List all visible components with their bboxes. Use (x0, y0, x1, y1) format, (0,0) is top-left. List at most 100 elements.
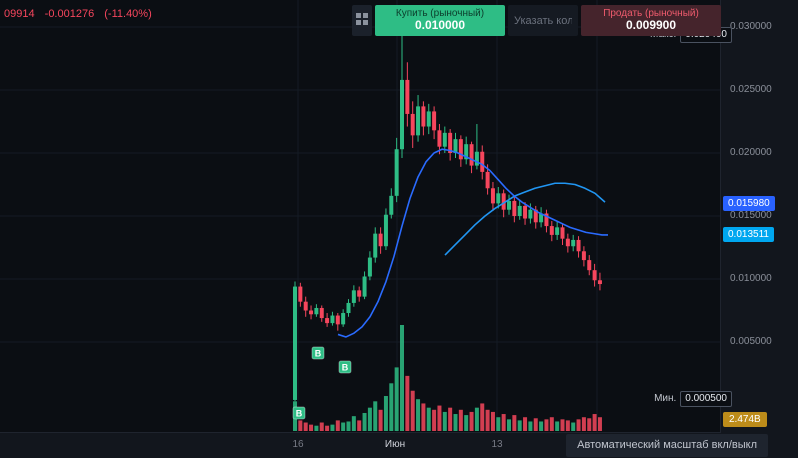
buy-marker-label: B (315, 349, 322, 359)
candle-body (373, 233, 378, 258)
candle-body (576, 239, 581, 252)
candle-body (512, 200, 517, 216)
volume-bar (421, 403, 426, 431)
volume-bar (314, 425, 319, 431)
ticker-change-pct: (-11.40%) (104, 8, 152, 20)
volume-bar (437, 405, 442, 431)
amount-input[interactable] (508, 5, 578, 36)
candle-body (330, 315, 335, 324)
price-tick-label: 0.025000 (730, 84, 772, 95)
time-tick-label: 13 (491, 439, 503, 450)
candle-body (335, 315, 340, 325)
ticker-price: 09914 (4, 8, 35, 20)
volume-bar (565, 420, 570, 431)
min-price-label: Мин. (654, 393, 677, 405)
volume-bar (464, 415, 469, 431)
candle-body (523, 205, 528, 219)
volume-bar (453, 414, 458, 431)
ma-slow-line (444, 182, 606, 256)
ma-value-badge: 0.015980 (723, 195, 775, 211)
buy-button-label: Купить (рыночный) (395, 7, 485, 19)
volume-bar (501, 414, 506, 431)
sell-button-price: 0.009900 (625, 18, 677, 33)
candle-body (544, 213, 549, 227)
volume-bar (523, 417, 528, 431)
price-tick-label: 0.010000 (730, 273, 772, 284)
volume-bar (319, 422, 324, 431)
volume-bar (480, 403, 485, 431)
volume-bar (325, 425, 330, 431)
candle-body (346, 302, 351, 314)
candle-body (539, 213, 544, 223)
buy-marker-label: B (296, 409, 303, 419)
volume-bar (549, 417, 554, 431)
ma-fast-line (337, 148, 608, 338)
buy-marker (292, 406, 306, 420)
volume-bar (576, 419, 581, 431)
auto-scale-toggle[interactable]: Автоматический масштаб вкл/выкл (566, 434, 768, 457)
candle-body (507, 200, 511, 210)
min-price-badge: 0.000500 (680, 390, 732, 407)
candle-body (389, 195, 394, 215)
candle-body (378, 233, 383, 247)
volume-bar (597, 417, 602, 431)
volume-bar (351, 416, 356, 431)
volume-bar (469, 411, 474, 431)
sell-market-button[interactable]: Продать (рыночный) 0.009900 (581, 5, 721, 36)
volume-bar (367, 407, 372, 431)
buy-market-button[interactable]: Купить (рыночный) 0.010000 (375, 5, 505, 36)
candle-body (383, 214, 388, 247)
volume-bar (512, 415, 517, 431)
volume-value-badge: 2.474B (723, 412, 767, 427)
candle-body (490, 188, 495, 204)
volume-bar (383, 396, 388, 431)
volume-bar (533, 418, 538, 431)
trade-toolbar: Купить (рыночный) 0.010000 Продать (рыно… (352, 5, 721, 36)
volume-bar (303, 422, 308, 431)
candle-body (400, 79, 404, 150)
buy-marker (338, 360, 352, 374)
buy-marker-label: B (342, 363, 349, 373)
volume-bar (432, 409, 437, 431)
candle-body (426, 111, 431, 127)
candle-body (496, 193, 501, 204)
volume-bar (400, 325, 404, 431)
candle-body (549, 226, 554, 235)
candlestick-chart[interactable]: B B B (0, 0, 720, 433)
volume-bar (592, 414, 597, 431)
buy-marker (311, 346, 325, 360)
volume-bar (571, 422, 576, 431)
candle-body (469, 144, 474, 166)
volume-bar (528, 421, 533, 431)
volume-bar (389, 383, 394, 431)
volume-bar (544, 419, 549, 431)
candle-body (394, 149, 399, 196)
volume-bar (298, 420, 303, 431)
candle-body (319, 307, 324, 319)
candle-body (592, 270, 597, 281)
min-price-row: Мин. 0.000500 (654, 390, 732, 407)
buy-button-price: 0.010000 (414, 18, 466, 33)
candle-body (555, 227, 560, 235)
price-scale[interactable]: 0.030000 0.025000 0.020000 0.015000 0.010000… (720, 0, 798, 433)
candle-body (325, 318, 330, 324)
candle-body (351, 290, 356, 303)
volume-bar (587, 418, 592, 431)
volume-bar (405, 375, 410, 431)
ma-value-badge: 0.013511 (723, 226, 774, 242)
candle-body (298, 286, 303, 302)
candle-body (309, 310, 314, 315)
volume-bar (507, 419, 511, 431)
volume-bar (357, 420, 362, 431)
candle-body (533, 209, 538, 223)
candle-body (597, 280, 602, 285)
chart-style-button[interactable] (352, 5, 372, 36)
candle-body (453, 139, 458, 153)
volume-bar (341, 422, 346, 431)
candle-body (362, 276, 367, 297)
candle-body (587, 260, 592, 271)
candle-body (565, 238, 570, 247)
ticker-change: -0.001276 (44, 8, 95, 20)
volume-bar (346, 421, 351, 431)
